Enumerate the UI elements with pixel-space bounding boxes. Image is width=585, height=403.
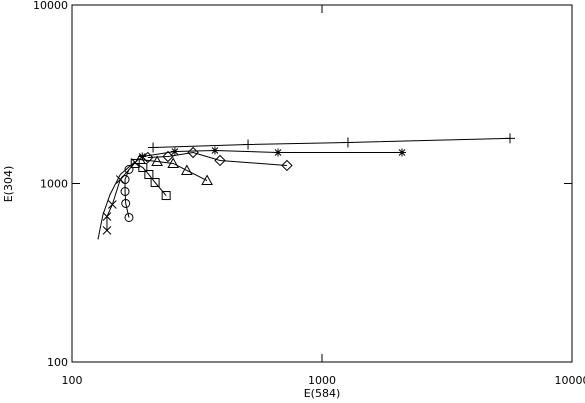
x-axis-label: E(584)	[304, 387, 341, 400]
square-marker	[150, 177, 160, 187]
circle-marker	[124, 164, 134, 174]
x-tick-label: 1000	[308, 374, 336, 387]
diamond-marker	[162, 150, 174, 163]
circle-marker	[124, 212, 134, 222]
y-tick-label: 100	[47, 356, 68, 369]
circle-marker	[120, 174, 130, 184]
asterisk-marker	[138, 152, 147, 161]
x-tick-label: 10000	[555, 374, 585, 387]
asterisk-marker	[397, 148, 406, 157]
plus-marker	[342, 137, 353, 148]
series-line	[147, 151, 287, 166]
y-axis-label: E(304)	[2, 166, 15, 203]
circle-marker	[120, 186, 130, 196]
y-tick-label: 10000	[33, 0, 68, 12]
series-line	[153, 137, 511, 149]
triangle-marker	[151, 155, 163, 167]
triangle-marker	[167, 157, 180, 168]
asterisk-marker	[210, 146, 219, 155]
square-marker	[161, 191, 171, 201]
plus-marker	[243, 139, 254, 150]
triangle-marker	[201, 174, 213, 186]
series-line	[139, 158, 208, 181]
series-line	[124, 169, 130, 218]
asterisk-marker	[274, 148, 283, 157]
y-tick-label: 1000	[40, 178, 68, 191]
diamond-marker	[214, 154, 226, 167]
x-tick-label: 100	[62, 374, 83, 387]
x-marker	[115, 175, 125, 184]
asterisk-marker	[170, 147, 179, 156]
diamond-marker	[281, 159, 293, 172]
x-marker	[102, 226, 112, 235]
x-marker	[102, 212, 112, 221]
plus-marker	[505, 133, 516, 144]
square-marker	[144, 170, 154, 180]
plus-marker	[148, 142, 159, 153]
plot-frame	[71, 4, 573, 363]
triangle-marker	[180, 164, 193, 175]
series-line	[142, 149, 402, 158]
circle-marker	[121, 198, 131, 208]
x-marker	[107, 200, 117, 209]
